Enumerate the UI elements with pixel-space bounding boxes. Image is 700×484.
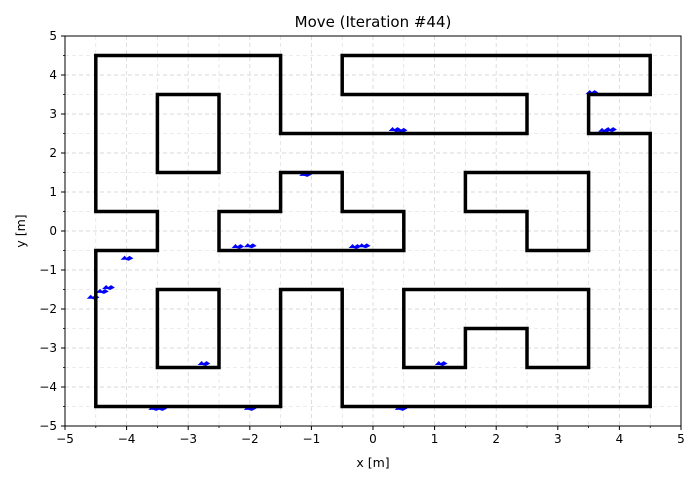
x-tick-label: 3	[554, 432, 562, 446]
y-tick-label: 4	[49, 68, 57, 82]
x-tick-label: 4	[616, 432, 624, 446]
x-tick-label: −2	[241, 432, 259, 446]
particle-point	[348, 244, 362, 250]
maze-walls	[94, 53, 652, 409]
y-tick-label: −3	[39, 341, 57, 355]
wall-segment	[155, 92, 221, 175]
chart-title: Move (Iteration #44)	[295, 13, 452, 31]
particle-point	[231, 244, 245, 250]
y-tick-label: 0	[49, 224, 57, 238]
particle-point	[197, 361, 211, 367]
x-tick-label: 5	[677, 432, 685, 446]
x-tick-label: −3	[179, 432, 197, 446]
y-tick-label: −5	[39, 419, 57, 433]
axis-ticks: −5 −4 −3 −2 −1 0 1 2 3 4 5 −5 −4 −3 −2 −1 0 1 2 3 4 5	[39, 29, 685, 446]
particle-point	[102, 284, 115, 290]
wall-segment	[402, 287, 591, 370]
y-tick-label: −2	[39, 302, 57, 316]
particle-point	[598, 127, 611, 133]
wall-segment	[217, 170, 406, 253]
wall-segment	[463, 170, 591, 253]
particle-point	[243, 243, 257, 249]
particle-point	[394, 127, 408, 133]
x-axis-label: x [m]	[356, 455, 389, 470]
wall-segment	[94, 53, 652, 409]
particles-layer	[86, 89, 617, 411]
x-tick-label: −5	[56, 432, 74, 446]
particle-point	[357, 243, 371, 249]
y-tick-label: 3	[49, 107, 57, 121]
y-tick-label: 2	[49, 146, 57, 160]
particle-point	[120, 255, 134, 261]
x-tick-label: 0	[369, 432, 377, 446]
wall-segment	[155, 287, 221, 370]
x-tick-label: 1	[431, 432, 439, 446]
particle-point	[434, 361, 448, 367]
x-tick-label: 2	[492, 432, 500, 446]
particle-point	[95, 288, 109, 294]
x-tick-label: −1	[303, 432, 321, 446]
x-tick-label: −4	[118, 432, 136, 446]
y-axis-label: y [m]	[13, 214, 28, 247]
y-tick-label: 5	[49, 29, 57, 43]
y-tick-label: −1	[39, 263, 57, 277]
y-tick-label: 1	[49, 185, 57, 199]
y-tick-label: −4	[39, 380, 57, 394]
